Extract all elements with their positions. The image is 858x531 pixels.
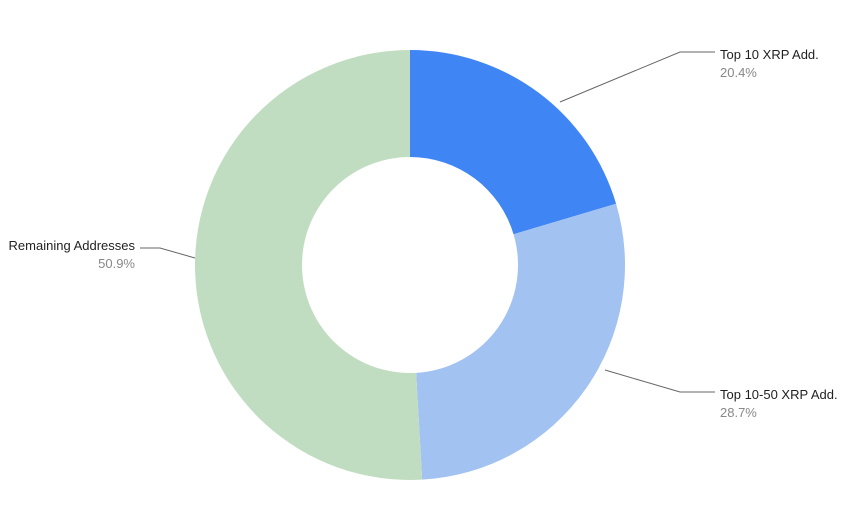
label-top10-pct: 20.4% xyxy=(720,65,757,80)
leader-line-top10_50 xyxy=(605,370,715,392)
label-top10-50-pct: 28.7% xyxy=(720,405,757,420)
slice-top10 xyxy=(410,50,616,234)
donut-slices xyxy=(195,50,625,480)
label-remaining: Remaining Addresses 50.9% xyxy=(9,237,135,272)
label-top10-text: Top 10 XRP Add. xyxy=(720,47,819,62)
label-top10-50: Top 10-50 XRP Add. 28.7% xyxy=(720,386,838,421)
label-remaining-text: Remaining Addresses xyxy=(9,238,135,253)
leader-line-top10 xyxy=(560,52,715,102)
label-top10: Top 10 XRP Add. 20.4% xyxy=(720,46,819,81)
slice-top10_50 xyxy=(416,204,625,480)
label-remaining-pct: 50.9% xyxy=(98,256,135,271)
donut-chart: Top 10 XRP Add. 20.4% Top 10-50 XRP Add.… xyxy=(0,0,858,531)
label-top10-50-text: Top 10-50 XRP Add. xyxy=(720,387,838,402)
slice-remaining xyxy=(195,50,422,480)
leader-line-remaining xyxy=(140,248,195,258)
